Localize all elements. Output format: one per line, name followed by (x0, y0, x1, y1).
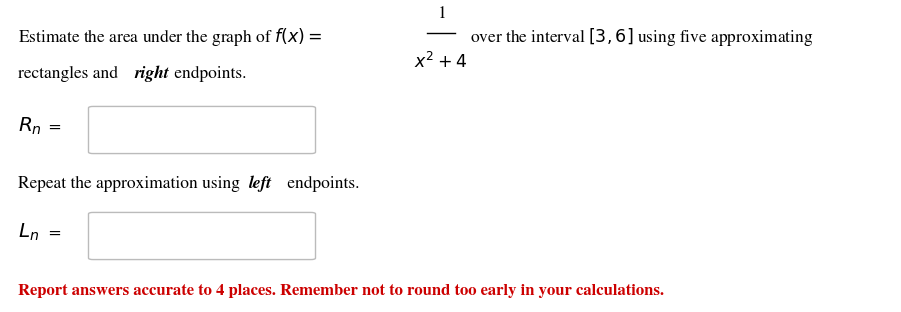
Text: left: left (249, 176, 272, 192)
Text: $L_n$: $L_n$ (18, 222, 40, 243)
Text: Report answers accurate to 4 places. Remember not to round too early in your cal: Report answers accurate to 4 places. Rem… (18, 284, 664, 298)
Text: Repeat the approximation using: Repeat the approximation using (18, 176, 244, 192)
Text: =: = (48, 226, 60, 242)
Text: $R_n$: $R_n$ (18, 116, 42, 137)
Text: 1: 1 (437, 6, 445, 22)
Text: right: right (134, 66, 168, 82)
Text: rectangles and: rectangles and (18, 66, 123, 82)
Text: Estimate the area under the graph of $f(x) =$: Estimate the area under the graph of $f(… (18, 26, 323, 48)
FancyBboxPatch shape (88, 212, 315, 260)
Text: endpoints.: endpoints. (170, 66, 247, 82)
Text: over the interval $[3, 6]$ using five approximating: over the interval $[3, 6]$ using five ap… (470, 26, 814, 48)
Text: $x^2 + 4$: $x^2 + 4$ (414, 52, 468, 72)
FancyBboxPatch shape (88, 106, 315, 154)
Text: endpoints.: endpoints. (283, 176, 359, 192)
Text: =: = (48, 120, 60, 136)
